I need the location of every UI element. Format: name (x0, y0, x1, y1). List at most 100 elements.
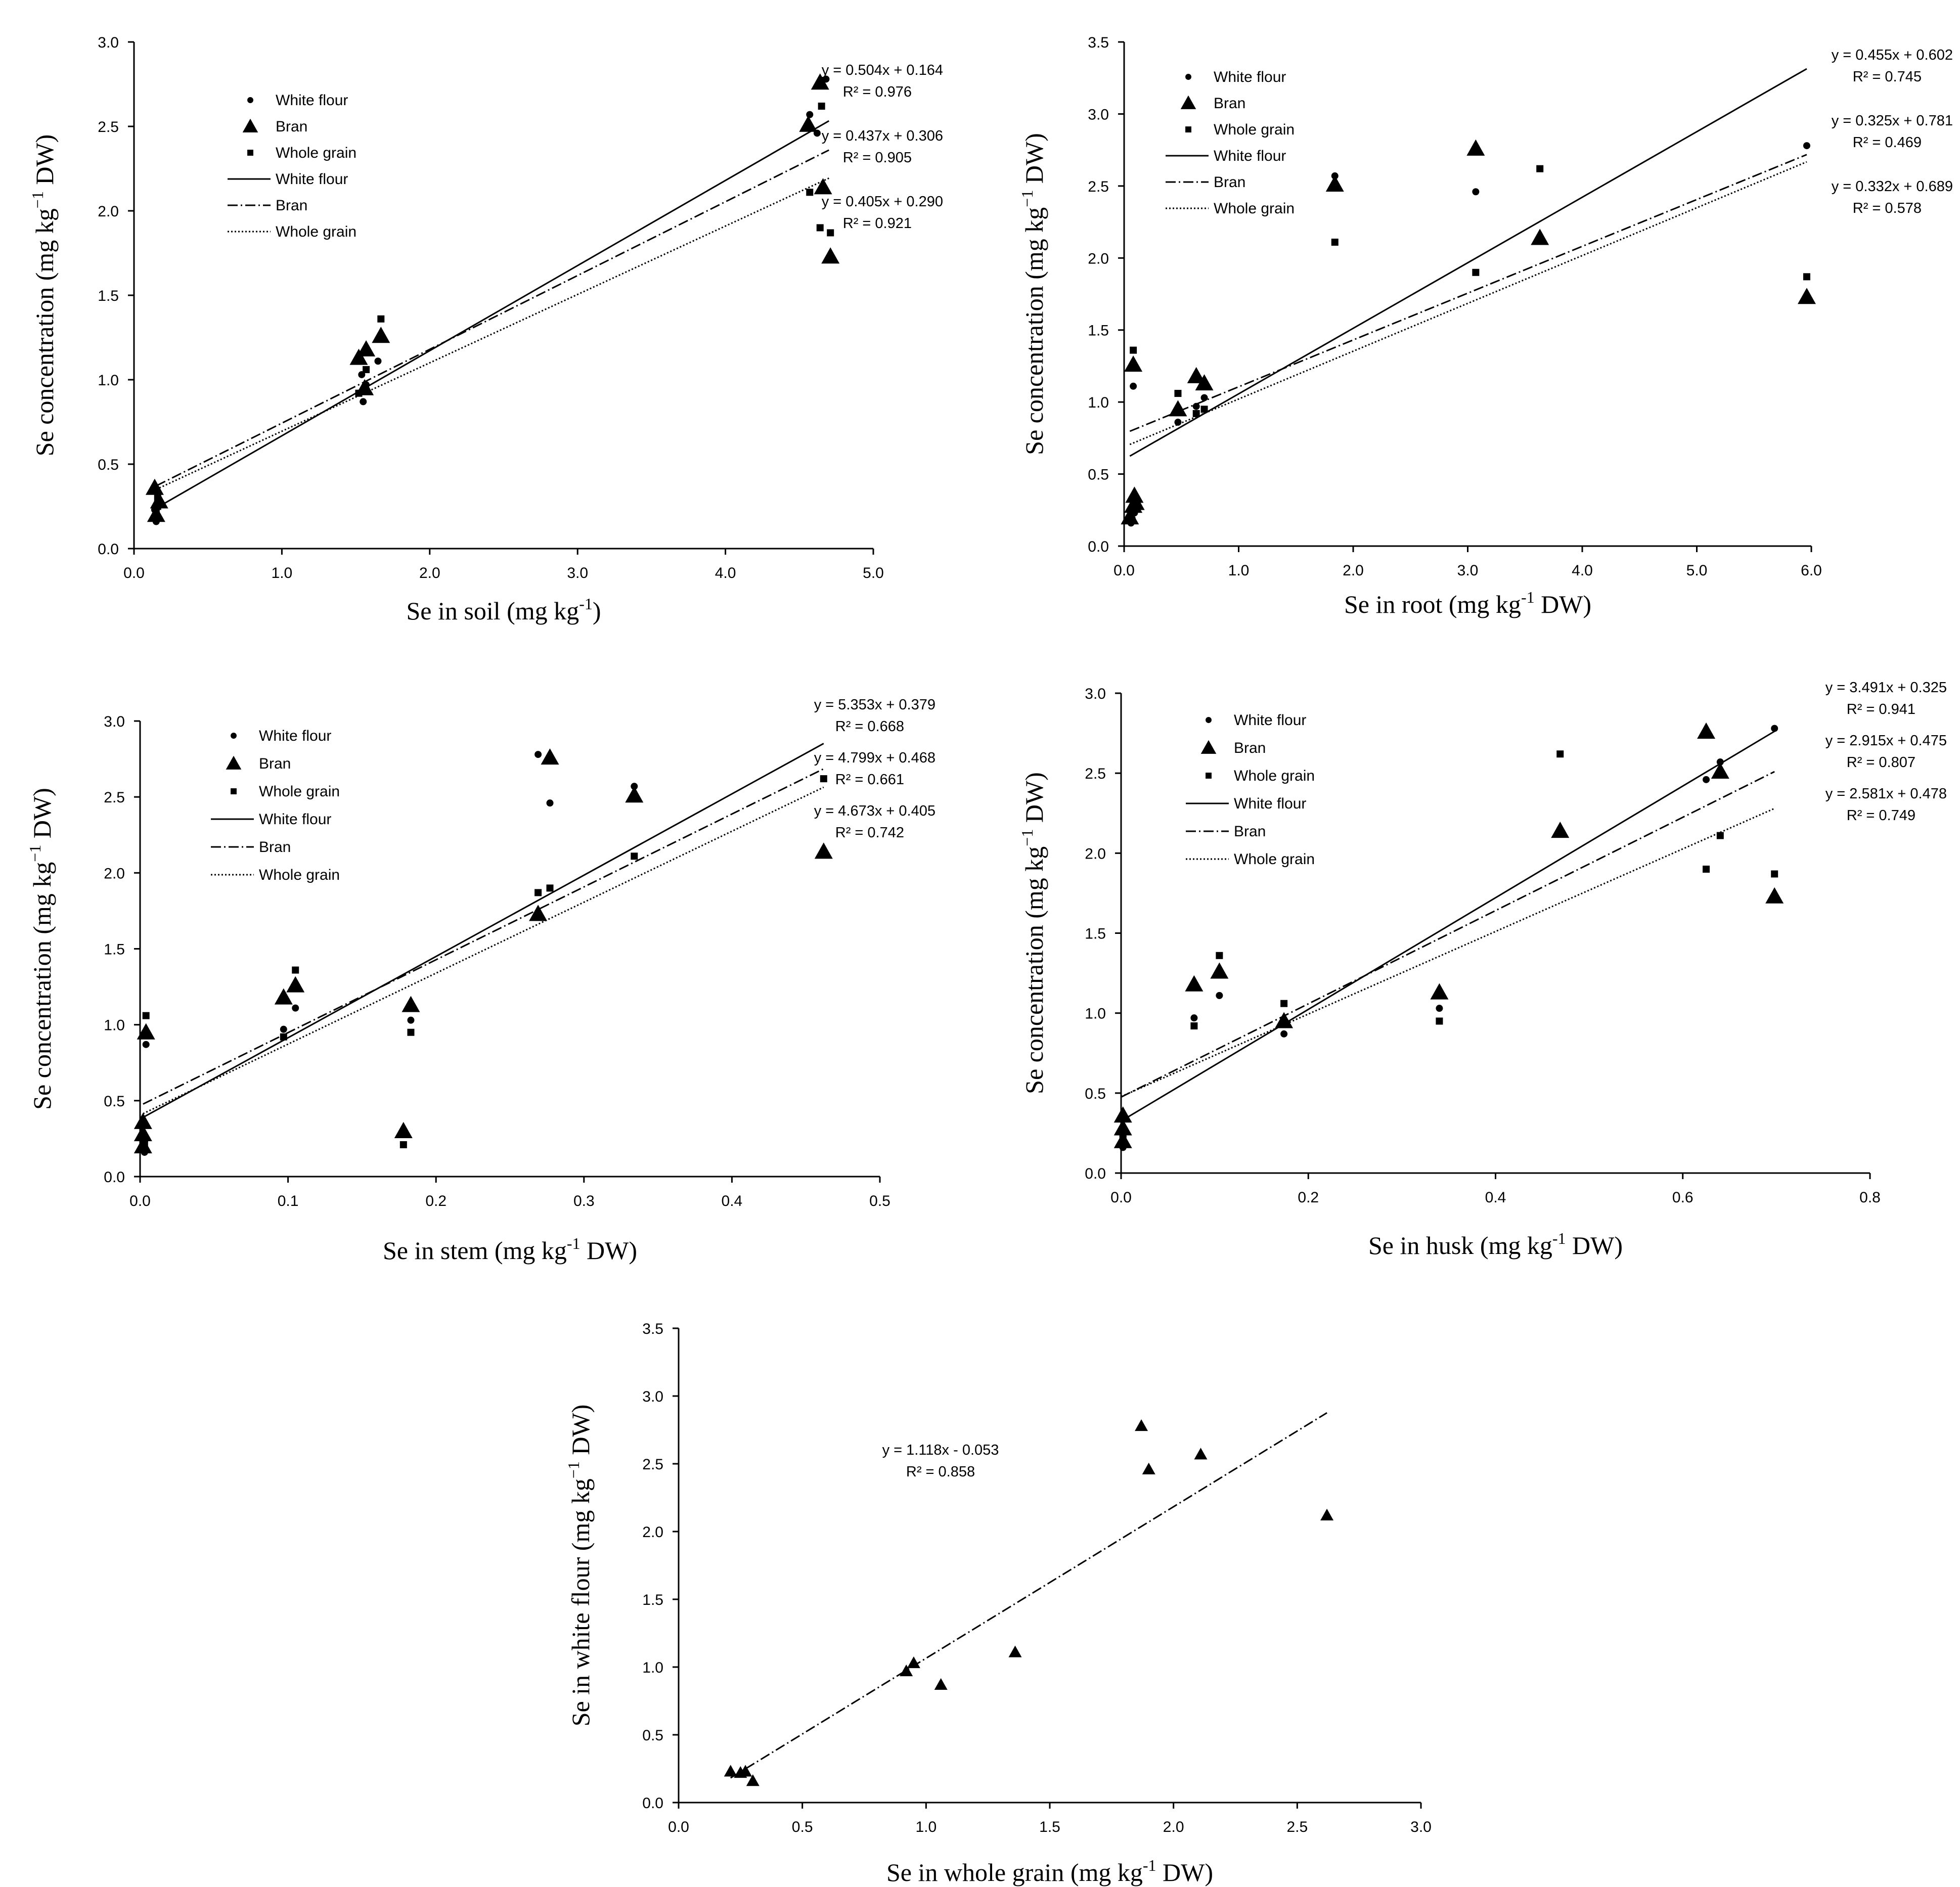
data-point-white-flour-vs-whole-grain (1135, 1419, 1148, 1431)
regression-equation: y = 0.332x + 0.689 (1832, 178, 1953, 195)
x-tick-label: 4.0 (715, 565, 736, 581)
y-tick-label: 0.0 (1088, 538, 1109, 555)
data-point-whole-grain (1803, 273, 1810, 281)
trendline-white-flour (143, 743, 824, 1118)
y-tick-label: 0.5 (642, 1727, 663, 1744)
data-point-whole-grain (1280, 1000, 1288, 1007)
y-tick-label: 0.5 (1085, 1086, 1106, 1102)
data-point-bran (349, 348, 368, 365)
data-point-whole-grain (1190, 1022, 1198, 1029)
data-point-bran (811, 73, 829, 90)
legend-marker (1185, 74, 1191, 80)
data-point-white-flour (1436, 1005, 1443, 1012)
y-tick-label: 3.0 (98, 34, 119, 51)
data-point-bran (1187, 367, 1206, 383)
x-tick-label: 0.8 (1859, 1189, 1881, 1206)
data-point-bran (133, 1112, 152, 1129)
x-tick-label: 5.0 (863, 565, 884, 581)
x-tick-label: 0.0 (1113, 562, 1135, 579)
y-tick-label: 1.0 (98, 372, 119, 389)
legend-marker (247, 150, 253, 156)
data-point-bran (1325, 175, 1344, 192)
data-point-whole-grain (1472, 268, 1480, 276)
data-point-whole-grain (141, 1141, 148, 1148)
x-axis-title: Se in soil (mg kg-1) (407, 595, 601, 625)
legend-label: White flour (276, 92, 348, 109)
y-axis-title: Se concentration (mg kg−1 DW) (26, 788, 56, 1110)
legend-label: Whole grain (1234, 851, 1315, 868)
x-tick-label: 0.0 (1110, 1189, 1132, 1206)
data-point-bran (799, 115, 818, 132)
data-point-bran (1113, 1119, 1132, 1136)
data-point-whole-grain (1127, 512, 1135, 520)
regression-equation: y = 4.673x + 0.405 (814, 803, 936, 819)
y-tick-label: 3.5 (642, 1321, 663, 1337)
y-tick-label: 0.0 (642, 1795, 663, 1812)
data-point-white-flour-vs-whole-grain (746, 1774, 760, 1786)
legend-marker (231, 733, 237, 739)
data-point-white-flour-vs-whole-grain (739, 1765, 752, 1777)
data-point-bran (625, 786, 644, 803)
trendline-linear-fit (730, 1412, 1327, 1779)
data-point-whole-grain (806, 189, 814, 196)
x-axis-title: Se in stem (mg kg-1 DW) (383, 1234, 637, 1265)
data-point-bran (1195, 374, 1214, 391)
data-point-whole-grain (377, 315, 385, 323)
panel-se-in-root: 0.0 1.0 2.0 3.0 4.0 5.0 6.0 0.0 0.5 1.0 1.5 2.0 2.5 3… (1018, 34, 1953, 618)
y-tick-label: 3.0 (642, 1388, 663, 1405)
x-axis-title: Se in husk (mg kg-1 DW) (1368, 1229, 1623, 1260)
legend-label: Whole grain (1214, 121, 1295, 138)
legend-marker (1200, 740, 1217, 754)
regression-equation: y = 0.455x + 0.602 (1832, 47, 1953, 63)
y-tick-label: 1.5 (642, 1592, 663, 1608)
data-point-bran (1697, 722, 1716, 739)
legend: White flour Bran Whole grain White flour Bra… (1166, 69, 1295, 217)
x-tick-label: 0.0 (123, 565, 145, 581)
y-tick-label: 1.5 (98, 288, 119, 304)
data-point-whole-grain (154, 494, 161, 502)
data-point-white-flour (546, 799, 554, 807)
legend-label: White flour (1234, 795, 1306, 812)
data-point-bran (137, 1023, 155, 1040)
data-point-white-flour (280, 1025, 287, 1033)
y-tick-label: 1.5 (1088, 323, 1109, 339)
x-axis-title: Se in root (mg kg-1 DW) (1344, 588, 1591, 618)
data-point-whole-grain (399, 1141, 407, 1148)
data-point-bran (1185, 975, 1204, 992)
r-squared: R² = 0.921 (843, 215, 912, 232)
legend-label: Bran (1214, 174, 1245, 191)
legend-label: Bran (259, 755, 291, 772)
y-tick-label: 2.0 (98, 203, 119, 220)
legend-label: Bran (276, 118, 307, 135)
r-squared: R² = 0.668 (835, 718, 904, 735)
data-point-whole-grain (1556, 750, 1564, 758)
y-tick-label: 1.5 (1085, 926, 1106, 942)
data-point-white-flour-vs-whole-grain (907, 1656, 920, 1669)
legend-label: Bran (1234, 823, 1266, 840)
panel-se-in-whole-grain: 0.0 0.5 1.0 1.5 2.0 2.5 3.0 0.0 0.5 1.0 1.5 2.0 2.5 3… (564, 1321, 1432, 1886)
r-squared: R² = 0.661 (835, 772, 904, 788)
r-squared: R² = 0.976 (843, 84, 912, 100)
data-point-whole-grain (292, 966, 299, 974)
data-point-white-flour (1130, 382, 1137, 390)
legend-label: White flour (259, 811, 331, 828)
y-tick-label: 1.0 (1088, 394, 1109, 411)
regression-equation: y = 2.915x + 0.475 (1825, 733, 1947, 749)
data-point-white-flour (806, 111, 814, 118)
y-tick-label: 2.5 (1088, 178, 1109, 195)
data-point-whole-grain (818, 102, 825, 110)
data-point-bran (402, 996, 420, 1012)
data-point-whole-grain (631, 852, 638, 860)
regression-equation: y = 1.118x - 0.053 (882, 1442, 999, 1458)
r-squared: R² = 0.469 (1853, 134, 1922, 151)
y-tick-label: 1.0 (1085, 1006, 1106, 1022)
x-tick-label: 5.0 (1686, 562, 1708, 579)
x-tick-label: 0.0 (129, 1193, 151, 1209)
data-point-whole-grain (816, 224, 824, 232)
y-tick-label: 2.5 (98, 119, 119, 136)
y-tick-label: 0.5 (1088, 467, 1109, 483)
y-tick-label: 0.5 (98, 457, 119, 473)
data-point-whole-grain (546, 884, 554, 892)
legend-label: Bran (1234, 740, 1266, 756)
